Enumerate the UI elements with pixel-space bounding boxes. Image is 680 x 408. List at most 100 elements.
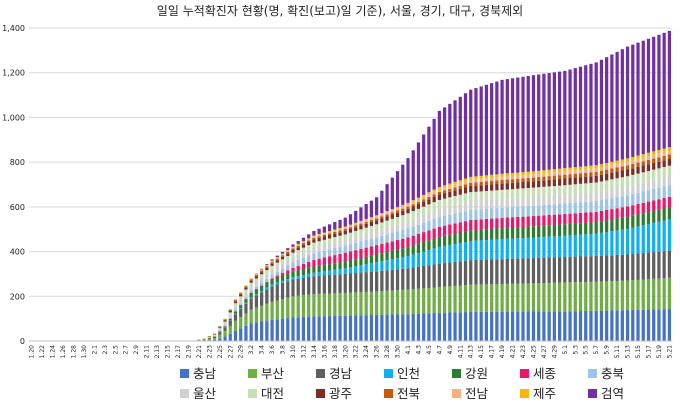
bar-segment: [589, 182, 593, 193]
bar-segment: [484, 181, 489, 185]
bar-segment: [422, 201, 426, 207]
x-tick-label: 4.21: [510, 345, 517, 359]
bar-segment: [280, 268, 285, 274]
bar-segment: [552, 169, 556, 173]
bar-segment: [605, 169, 609, 174]
bar-segment: [333, 269, 337, 275]
bar-segment: [437, 199, 441, 209]
bar-segment: [385, 211, 389, 213]
bar-segment: [375, 215, 379, 217]
bar-segment: [406, 158, 410, 203]
bar-segment: [625, 169, 630, 177]
bar-segment: [286, 250, 290, 252]
bar-segment: [615, 310, 619, 341]
bar-segment: [631, 44, 635, 157]
bar-segment: [437, 110, 441, 187]
bar-segment: [301, 244, 306, 248]
bar-segment: [249, 297, 253, 299]
bar-segment: [573, 256, 577, 283]
bar-segment: [531, 216, 536, 227]
bar-segment: [599, 200, 604, 211]
bar-segment: [469, 192, 473, 202]
bar-segment: [463, 231, 468, 243]
y-tick-label: 0: [20, 337, 25, 346]
bar-segment: [636, 253, 640, 280]
bar-segment: [652, 252, 656, 279]
legend-item: 제주: [520, 386, 556, 401]
bar-segment: [542, 236, 546, 258]
bar-segment: [348, 273, 353, 293]
x-tick-label: 5.19: [656, 345, 663, 359]
bar-segment: [437, 191, 441, 195]
bar-segment: [531, 258, 536, 284]
bar-segment: [422, 288, 426, 314]
bar-segment: [521, 76, 525, 173]
bar-segment: [312, 239, 316, 243]
bar-segment: [254, 274, 259, 277]
bar-segment: [385, 234, 389, 243]
bar-segment: [395, 216, 400, 225]
legend-item: 전남: [452, 386, 489, 401]
bar-segment: [490, 311, 494, 341]
bar-segment: [500, 239, 504, 260]
bar-segment: [338, 228, 342, 229]
bar-segment: [531, 75, 536, 172]
bar-segment: [364, 240, 368, 248]
bar-segment: [369, 238, 374, 247]
x-tick-label: 4.23: [520, 345, 527, 359]
bar-segment: [380, 291, 384, 315]
bar-segment: [479, 229, 483, 241]
bar-segment: [631, 174, 635, 185]
bar-segment: [265, 282, 269, 288]
bar-segment: [411, 235, 415, 246]
bar-segment: [631, 227, 635, 254]
bar-segment: [239, 303, 243, 306]
bar-segment: [317, 258, 321, 266]
bar-segment: [453, 223, 457, 234]
bar-segment: [531, 226, 536, 238]
bar-segment: [228, 317, 232, 319]
legend-label: 제주: [533, 386, 556, 401]
bar-segment: [390, 226, 394, 233]
bar-segment: [625, 216, 630, 229]
bar-segment: [375, 218, 379, 221]
bar-segment: [322, 226, 326, 233]
bar-segment: [552, 179, 556, 186]
bar-segment: [327, 224, 332, 232]
bar-segment: [348, 260, 353, 268]
bar-segment: [265, 270, 269, 274]
bar-segment: [646, 38, 651, 153]
bar-segment: [380, 261, 384, 271]
bar-segment: [552, 172, 556, 176]
bar-segment: [652, 188, 656, 201]
bar-segment: [458, 185, 462, 189]
bar-segment: [296, 254, 300, 261]
bar-segment: [427, 204, 431, 213]
bar-segment: [605, 281, 609, 311]
bar-segment: [448, 286, 452, 313]
bar-segment: [610, 255, 614, 282]
bar-segment: [385, 290, 389, 315]
bar-segment: [594, 281, 598, 311]
bar-segment: [526, 311, 530, 341]
bar-segment: [233, 301, 238, 304]
x-tick-label: 3.28: [384, 345, 391, 359]
bar-segment: [568, 69, 572, 168]
bar-segment: [427, 220, 431, 231]
bar-segment: [390, 214, 394, 219]
bar-segment: [568, 194, 572, 204]
bar-segment: [327, 238, 332, 244]
bar-segment: [233, 314, 238, 321]
bar-segment: [453, 204, 457, 214]
bar-segment: [510, 179, 515, 183]
bar-segment: [469, 89, 473, 177]
bar-segment: [463, 93, 468, 179]
bar-segment: [442, 235, 447, 246]
bar-segment: [432, 238, 436, 249]
bar-segment: [636, 162, 640, 167]
bar-segment: [490, 228, 494, 240]
bar-segment: [584, 212, 588, 223]
bar-segment: [432, 228, 436, 239]
legend-item: 충북: [588, 366, 624, 381]
bar-segment: [526, 188, 530, 198]
